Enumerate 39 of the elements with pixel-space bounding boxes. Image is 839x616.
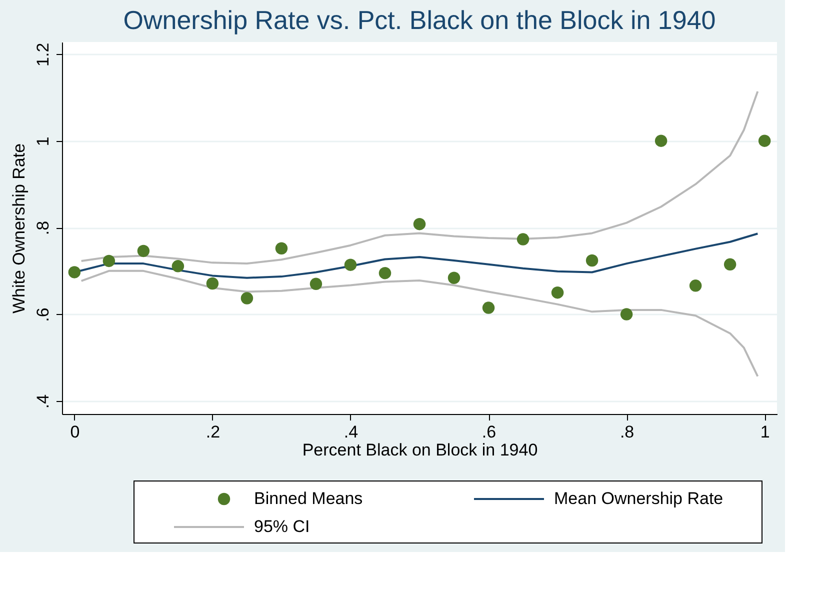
x-tick-label: .6 bbox=[482, 422, 496, 442]
chart-title: Ownership Rate vs. Pct. Black on the Block in 1940 bbox=[123, 5, 716, 35]
point bbox=[448, 272, 460, 284]
x-tick-label: 0 bbox=[70, 422, 80, 442]
point bbox=[413, 218, 426, 230]
point bbox=[378, 266, 392, 280]
point bbox=[758, 134, 771, 147]
line-series bbox=[80, 270, 759, 378]
x-axis-title: Percent Black on Block in 1940 bbox=[302, 440, 538, 460]
y-tick-label: 1 bbox=[34, 136, 52, 146]
point bbox=[275, 242, 288, 254]
y-tick-label: .6 bbox=[34, 308, 52, 322]
point bbox=[516, 233, 530, 246]
point bbox=[310, 278, 322, 290]
point bbox=[102, 254, 116, 268]
point bbox=[68, 266, 81, 278]
y-tick-label: 1.2 bbox=[34, 42, 52, 66]
x-tick-label: 1 bbox=[760, 422, 770, 442]
point bbox=[724, 258, 736, 271]
point bbox=[137, 244, 150, 258]
point bbox=[551, 286, 564, 299]
point bbox=[620, 308, 633, 320]
point bbox=[344, 258, 357, 271]
point bbox=[206, 277, 219, 290]
point bbox=[172, 260, 184, 272]
x-tick-label: .8 bbox=[620, 422, 634, 442]
point bbox=[689, 280, 702, 292]
legend-label: Binned Means bbox=[254, 489, 363, 508]
x-tick-label: .4 bbox=[344, 422, 358, 442]
point bbox=[240, 292, 254, 304]
point bbox=[654, 134, 668, 147]
legend-label: 95% CI bbox=[254, 517, 310, 536]
y-tick-label: .8 bbox=[34, 220, 52, 236]
point bbox=[586, 254, 598, 267]
x-tick-label: .2 bbox=[206, 422, 220, 442]
y-axis-title: White Ownership Rate bbox=[10, 143, 28, 314]
y-tick-label: .4 bbox=[34, 394, 52, 409]
legend-label: Mean Ownership Rate bbox=[554, 489, 724, 508]
point bbox=[482, 302, 495, 314]
